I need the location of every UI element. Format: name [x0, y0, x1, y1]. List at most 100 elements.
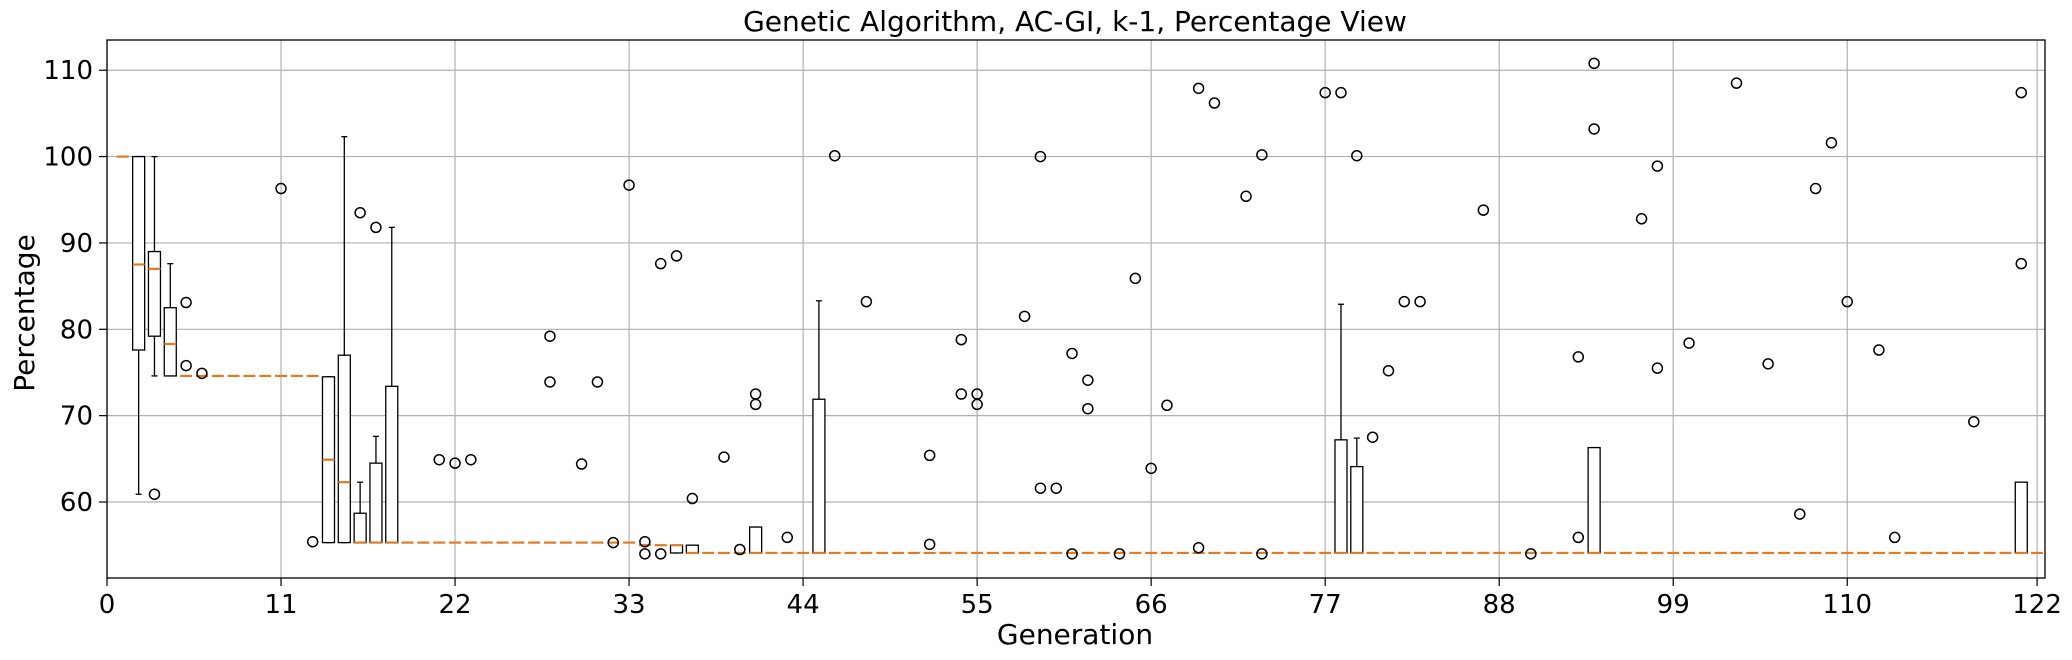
outlier-point — [1588, 57, 1600, 70]
outlier-point — [1050, 482, 1062, 494]
outlier-point — [1192, 542, 1205, 554]
outlier-point — [749, 388, 762, 400]
outlier-point — [591, 376, 604, 388]
outlier-point — [1256, 149, 1268, 161]
outlier-point — [1398, 295, 1411, 308]
outlier-point — [1145, 462, 1157, 475]
box-body — [669, 544, 684, 554]
outlier-point — [923, 538, 936, 551]
box-body — [748, 526, 763, 554]
outlier-point — [971, 398, 983, 411]
outlier-point — [1572, 531, 1585, 544]
outlier-point — [544, 330, 556, 342]
outlier-point — [860, 295, 873, 308]
outlier-point — [1635, 213, 1648, 225]
x-tick-label: 99 — [1657, 590, 1690, 620]
box-gen-14 — [321, 376, 336, 544]
outlier-point — [1651, 160, 1664, 172]
box-body — [369, 462, 383, 544]
outlier-point — [734, 543, 746, 556]
outlier-point — [1477, 204, 1490, 216]
outlier-point — [354, 206, 366, 219]
box-gen-37 — [685, 544, 700, 555]
outlier-point — [1034, 482, 1047, 494]
flat-median-marks — [116, 155, 2044, 555]
x-tick-label: 122 — [2012, 590, 2062, 620]
x-tick-label: 33 — [613, 590, 646, 620]
outlier-point — [1651, 362, 1664, 374]
outlier-point — [433, 453, 445, 466]
box-gen-2 — [131, 155, 146, 495]
y-tick-label: 60 — [60, 488, 93, 518]
outlier-point — [828, 149, 841, 162]
x-tick-label: 44 — [787, 590, 820, 620]
outlier-point — [1066, 347, 1078, 360]
box-body — [131, 155, 146, 351]
outlier-point — [1572, 351, 1585, 363]
outlier-point — [654, 257, 667, 270]
outlier-point — [1841, 295, 1853, 308]
x-tick-label: 0 — [99, 590, 116, 620]
box-body — [147, 250, 162, 337]
outlier-point — [1762, 358, 1774, 370]
outlier-point — [1256, 548, 1268, 560]
box-gen-36 — [669, 544, 684, 554]
box-gen-41 — [748, 526, 763, 555]
outlier-point — [1351, 149, 1363, 162]
box-body — [353, 512, 367, 544]
box-gen-45 — [812, 300, 826, 555]
box-body — [2014, 481, 2028, 554]
outlier-point — [1113, 548, 1126, 560]
box-gen-4 — [163, 263, 177, 377]
outlier-point — [1825, 137, 1838, 149]
outlier-point — [370, 221, 382, 234]
outlier-point — [781, 531, 794, 544]
outlier-point — [1809, 182, 1822, 195]
outlier-point — [718, 451, 730, 463]
outlier-point — [1240, 190, 1252, 203]
outlier-point — [465, 453, 477, 466]
outlier-point — [148, 488, 161, 500]
outlier-point — [1525, 548, 1537, 560]
outlier-point — [639, 535, 651, 548]
x-tick-label: 22 — [439, 590, 472, 620]
x-axis-ticks: 0 11 22 33 44 55 66 77 88 99 110 122 — [99, 578, 2062, 620]
x-tick-label: 110 — [1822, 590, 1872, 620]
outlier-point — [275, 182, 287, 195]
box-gen-78 — [1334, 303, 1348, 555]
outlier-point — [1414, 295, 1426, 308]
box-gen-15 — [337, 136, 351, 544]
outlier-point — [1794, 508, 1806, 520]
chart-title: Genetic Algorithm, AC-GI, k-1, Percentag… — [743, 5, 1407, 38]
x-tick-label: 77 — [1309, 590, 1342, 620]
box-gen-18 — [385, 226, 399, 544]
outlier-point — [749, 398, 762, 411]
outlier-point — [1066, 548, 1078, 560]
outlier-point — [1208, 97, 1221, 109]
box-body — [385, 385, 399, 544]
outlier-point — [1192, 82, 1205, 95]
outlier-point — [180, 296, 192, 309]
outlier-point — [2015, 257, 2028, 270]
y-tick-label: 90 — [60, 229, 93, 259]
x-tick-label: 11 — [264, 590, 297, 620]
outlier-point — [1161, 399, 1173, 412]
box-gen-79 — [1350, 437, 1364, 555]
outlier-point — [1588, 123, 1600, 135]
outlier-point — [1082, 374, 1094, 386]
outlier-point — [1034, 150, 1047, 163]
outlier-point — [1683, 337, 1695, 349]
outlier-point — [607, 536, 620, 549]
outlier-point — [955, 333, 968, 346]
box-gen-121 — [2014, 481, 2028, 555]
box-body — [1350, 465, 1364, 554]
y-tick-label: 70 — [60, 402, 93, 432]
plot-frame — [106, 39, 2046, 579]
outlier-point — [1319, 86, 1331, 99]
outlier-point — [1968, 415, 1980, 428]
y-axis-ticks: 60 70 80 90 100 110 — [43, 56, 107, 518]
box-body — [1587, 446, 1601, 554]
y-tick-label: 80 — [60, 315, 93, 345]
outlier-point — [686, 492, 699, 505]
outlier-point — [1888, 531, 1901, 544]
